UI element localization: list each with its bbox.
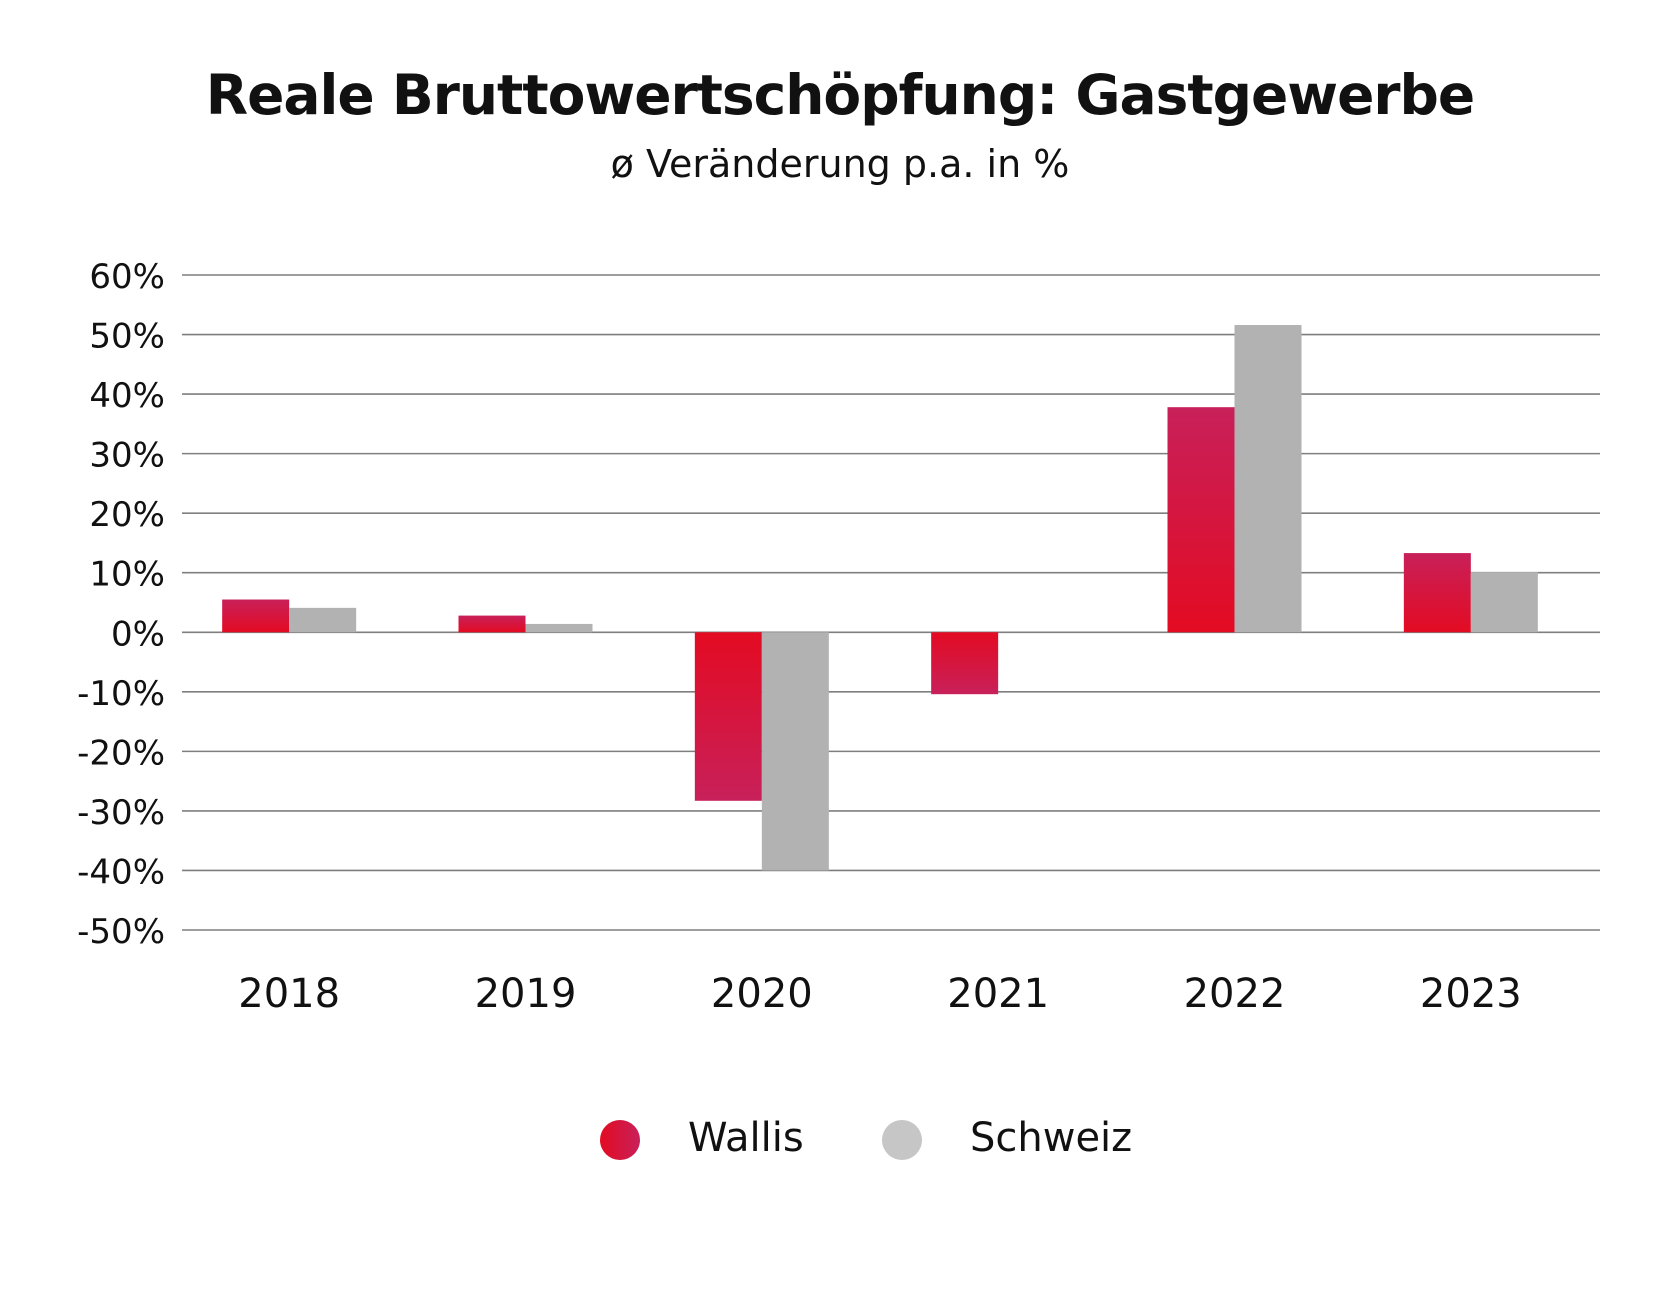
bar-wallis-2022 [1167, 407, 1235, 633]
y-tick-label: -20% [77, 733, 165, 773]
x-tick-label: 2021 [947, 971, 1049, 1017]
bar-schweiz-2019 [525, 623, 593, 633]
bar-schweiz-2020 [761, 632, 829, 871]
x-tick-label: 2020 [711, 971, 813, 1017]
x-tick-label: 2023 [1420, 971, 1522, 1017]
legend-swatch-schweiz [882, 1120, 922, 1160]
bar-wallis-2019 [458, 615, 526, 633]
y-tick-label: -40% [77, 852, 165, 892]
legend-item-wallis: Wallis [600, 1110, 830, 1170]
legend-label-schweiz: Schweiz [970, 1115, 1133, 1161]
chart-subtitle: ø Veränderung p.a. in % [610, 142, 1070, 186]
legend: Wallis Schweiz [0, 1110, 1680, 1170]
bar-wallis-2021 [931, 632, 999, 695]
x-tick-label: 2022 [1184, 971, 1286, 1017]
x-axis-tick-labels: 2018 2019 2020 2021 2022 2023 [238, 971, 1521, 1017]
y-tick-label: -50% [77, 912, 165, 952]
y-tick-label: 0% [111, 614, 165, 654]
legend-item-schweiz: Schweiz [882, 1110, 1142, 1170]
bar-schweiz-2023 [1470, 572, 1538, 633]
y-tick-label: 20% [89, 495, 165, 535]
gridlines [182, 274, 1600, 931]
bar-wallis-2018 [222, 599, 290, 633]
chart-title: Reale Bruttowertschöpfung: Gastgewerbe [205, 63, 1475, 127]
y-tick-label: 40% [89, 376, 165, 416]
bar-wallis-2023 [1403, 553, 1471, 633]
y-tick-label: 50% [89, 317, 165, 357]
y-tick-label: -10% [77, 674, 165, 714]
x-tick-label: 2018 [238, 971, 340, 1017]
x-tick-label: 2019 [475, 971, 577, 1017]
y-tick-label: 60% [89, 257, 165, 297]
legend-label-wallis: Wallis [688, 1115, 804, 1161]
y-tick-label: 10% [89, 555, 165, 595]
bar-wallis-2020 [694, 632, 762, 801]
y-tick-label: -30% [77, 793, 165, 833]
bar-schweiz-2018 [289, 607, 357, 633]
bars [222, 325, 1538, 871]
y-axis-tick-labels: 60% 50% 40% 30% 20% 10% 0% -10% -20% -30% -40% -50% [77, 257, 165, 952]
bar-schweiz-2022 [1234, 325, 1302, 633]
y-tick-label: 30% [89, 436, 165, 476]
legend-swatch-wallis [600, 1120, 640, 1160]
